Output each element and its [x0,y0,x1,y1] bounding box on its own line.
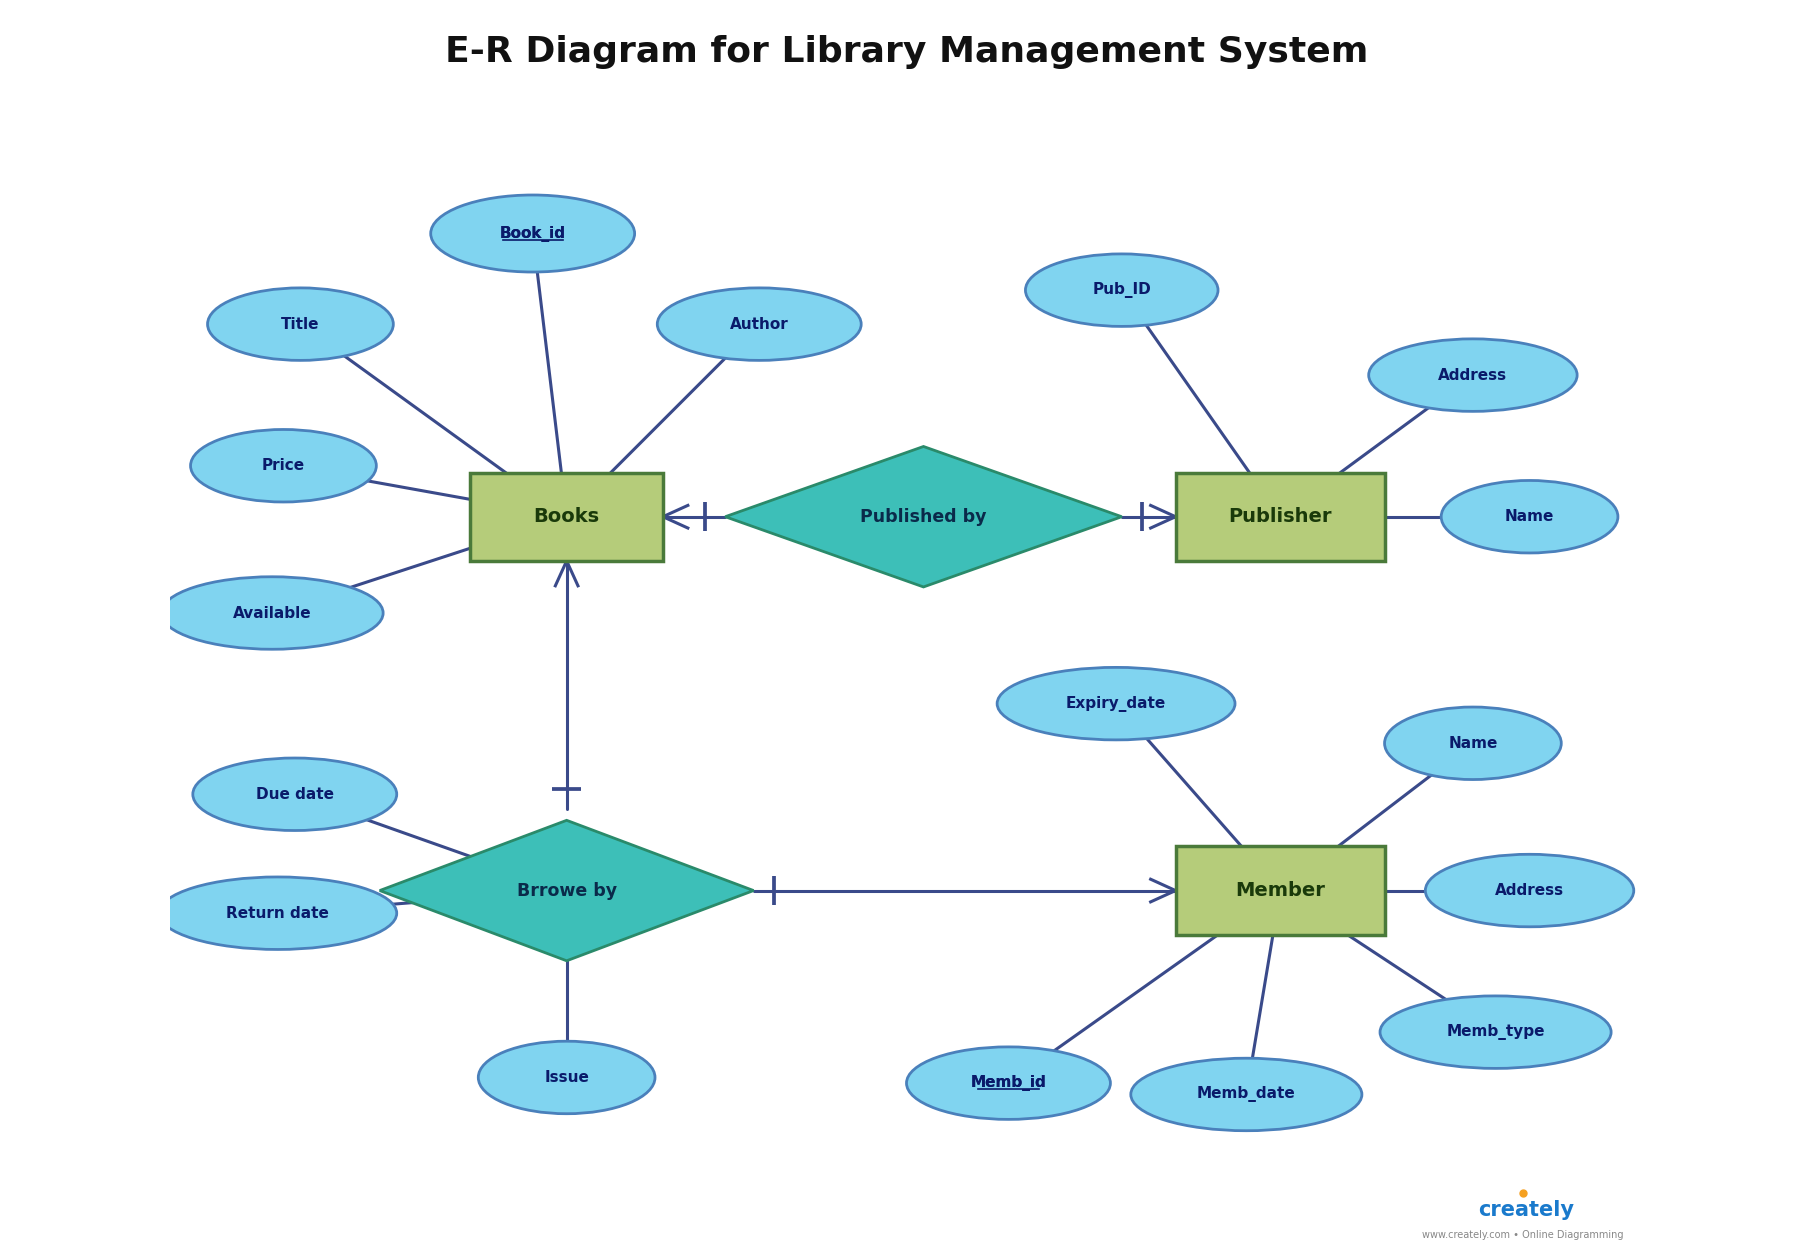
Text: Price: Price [261,459,305,474]
Ellipse shape [1026,255,1218,326]
Ellipse shape [1425,854,1634,927]
Ellipse shape [160,877,397,950]
Text: Issue: Issue [544,1070,589,1085]
FancyBboxPatch shape [1175,472,1385,561]
Ellipse shape [207,287,393,360]
Ellipse shape [431,195,635,272]
Text: Address: Address [1438,368,1507,383]
Text: Published by: Published by [859,508,986,525]
Ellipse shape [190,430,377,501]
Ellipse shape [1385,707,1561,780]
Ellipse shape [479,1041,654,1114]
Ellipse shape [997,668,1235,740]
Text: www.creately.com • Online Diagramming: www.creately.com • Online Diagramming [1421,1230,1623,1240]
Text: Pub_ID: Pub_ID [1093,282,1151,299]
Ellipse shape [658,287,861,360]
Text: Due date: Due date [256,786,334,801]
Text: Title: Title [281,316,319,331]
Ellipse shape [192,759,397,830]
FancyBboxPatch shape [470,472,664,561]
Ellipse shape [1380,995,1612,1068]
Text: Name: Name [1505,509,1554,524]
Text: Books: Books [533,508,600,527]
Text: Brrowe by: Brrowe by [517,882,616,900]
Text: E-R Diagram for Library Management System: E-R Diagram for Library Management Syste… [444,35,1369,69]
Ellipse shape [161,577,383,649]
Ellipse shape [1131,1058,1362,1130]
Ellipse shape [1369,339,1577,411]
Text: Memb_id: Memb_id [970,1075,1046,1091]
Polygon shape [379,820,754,961]
Polygon shape [725,446,1122,587]
Text: Member: Member [1235,881,1325,900]
Text: Publisher: Publisher [1229,508,1333,527]
Text: Book_id: Book_id [500,226,566,242]
Text: creately: creately [1479,1200,1574,1220]
Ellipse shape [1441,480,1617,553]
FancyBboxPatch shape [1175,847,1385,935]
Text: Memb_type: Memb_type [1447,1024,1545,1041]
Text: Author: Author [731,316,789,331]
Text: Expiry_date: Expiry_date [1066,696,1166,712]
Text: Memb_id: Memb_id [970,1075,1046,1091]
Text: Memb_date: Memb_date [1197,1086,1296,1102]
Text: Name: Name [1449,736,1498,751]
Text: Address: Address [1496,883,1565,898]
Text: Return date: Return date [227,906,330,921]
Ellipse shape [906,1047,1110,1119]
Text: Book_id: Book_id [500,226,566,242]
Text: Available: Available [232,606,312,620]
